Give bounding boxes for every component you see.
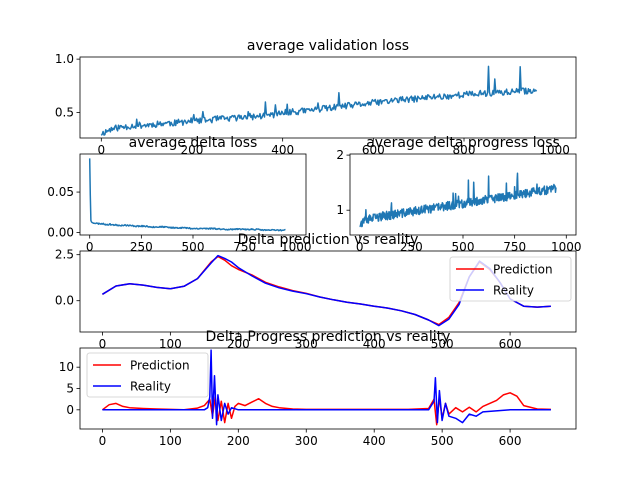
x-tick-label: 500	[431, 434, 454, 448]
axes-frame	[79, 347, 577, 430]
x-tick-label: 200	[227, 337, 250, 351]
x-tick-label: 500	[182, 240, 205, 254]
x-tick-label: 300	[295, 434, 318, 448]
prediction-series-line	[101, 392, 551, 426]
x-tick-label: 400	[363, 434, 386, 448]
chart-title: average delta progress loss	[366, 135, 560, 151]
x-tick-label: 200	[181, 143, 204, 157]
y-tick-label: 2	[336, 148, 344, 162]
x-tick-label: 0	[97, 143, 105, 157]
y-tick-label: 5	[66, 382, 74, 396]
legend: Prediction Reality	[449, 256, 572, 302]
x-tick-label: 0	[99, 337, 107, 351]
x-tick-label: 250	[130, 240, 153, 254]
y-tick-label: 0.05	[47, 185, 74, 199]
axes-frame	[79, 153, 307, 236]
y-tick-label: 2.5	[55, 248, 74, 262]
x-tick-label: 400	[363, 337, 386, 351]
y-tick-label: 0	[66, 403, 74, 417]
chart-title: average validation loss	[247, 38, 409, 54]
subplot-validation-loss: 0 200 400 600 800 1000 0.5 1.0	[55, 52, 577, 157]
x-tick-label: 1000	[539, 143, 570, 157]
x-tick-label: 500	[431, 337, 454, 351]
x-tick-label: 1000	[551, 240, 582, 254]
x-tick-label: 600	[499, 434, 522, 448]
y-tick-label: 1	[336, 203, 344, 217]
data-series-line	[88, 158, 286, 232]
axes-frame	[349, 153, 577, 236]
chart-title: Delta prediction vs reality	[238, 232, 419, 248]
x-tick-label: 750	[233, 240, 256, 254]
x-tick-label: 800	[453, 143, 476, 157]
data-series-line	[359, 172, 557, 228]
chart-title: Delta Progress prediction vs reality	[206, 329, 451, 345]
y-tick-label: 10	[59, 360, 74, 374]
subplot-delta-progress-prediction: 0 100 200 300 400 500 600 0 5 10	[59, 347, 577, 448]
x-tick-label: 200	[227, 434, 250, 448]
x-tick-label: 100	[159, 434, 182, 448]
data-series-line	[100, 65, 538, 136]
axes-frame	[79, 250, 577, 333]
legend-label: Reality	[493, 284, 534, 298]
y-tick-label: 0.5	[55, 105, 74, 119]
axes-frame	[79, 56, 577, 139]
subplot-delta-progress-loss: 0 250 500 750 1000 1 2	[336, 148, 581, 254]
x-tick-label: 750	[503, 240, 526, 254]
y-tick-label: 1.0	[55, 52, 74, 66]
x-tick-label: 0	[356, 240, 364, 254]
legend: Prediction Reality	[86, 352, 209, 398]
legend-label: Reality	[130, 380, 171, 394]
legend-label: Prediction	[130, 359, 190, 373]
x-tick-label: 100	[159, 337, 182, 351]
x-tick-label: 300	[295, 337, 318, 351]
chart-title: average delta loss	[129, 135, 258, 151]
y-tick-label: 0.0	[55, 294, 74, 308]
y-tick-label: 0.00	[47, 226, 74, 240]
x-tick-label: 400	[271, 143, 294, 157]
x-tick-label: 500	[452, 240, 475, 254]
x-tick-label: 600	[499, 337, 522, 351]
subplot-delta-loss: 0 250 500 750 1000 0.00 0.05	[47, 153, 312, 254]
x-tick-label: 0	[99, 434, 107, 448]
reality-series-line	[102, 349, 551, 426]
x-tick-label: 600	[362, 143, 385, 157]
x-tick-label: 250	[400, 240, 423, 254]
legend-label: Prediction	[493, 263, 553, 277]
x-tick-label: 0	[86, 240, 94, 254]
x-tick-label: 1000	[281, 240, 312, 254]
